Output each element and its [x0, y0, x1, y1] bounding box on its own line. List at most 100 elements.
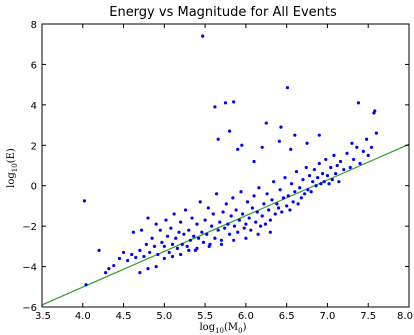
data-point: [223, 101, 228, 105]
data-point: [252, 159, 256, 164]
data-point: [179, 220, 183, 224]
data-point: [305, 141, 309, 145]
data-point: [104, 271, 108, 275]
data-point: [107, 266, 111, 271]
data-point: [142, 254, 146, 259]
plot-area-frame: [41, 23, 410, 308]
data-point: [180, 242, 184, 246]
chart-title: Energy vs Magnitude for All Events: [109, 5, 337, 20]
data-point: [167, 250, 171, 255]
data-point: [303, 192, 307, 196]
data-point: [126, 258, 130, 263]
x-tick-label: 7.5: [360, 311, 376, 322]
data-point: [227, 232, 232, 236]
data-point: [158, 228, 162, 232]
data-point: [325, 174, 330, 178]
data-point: [258, 224, 263, 228]
y-tick-label: −6: [22, 303, 37, 314]
data-point: [306, 188, 310, 192]
y-tick-label: −4: [22, 263, 37, 274]
data-point: [144, 242, 148, 246]
x-tick-label: 5.5: [197, 311, 213, 322]
data-point: [231, 196, 235, 200]
data-point: [268, 230, 272, 234]
data-point: [338, 159, 343, 164]
data-point: [289, 182, 294, 186]
data-point: [307, 174, 312, 178]
data-point: [301, 178, 305, 182]
data-point: [316, 176, 320, 180]
data-point: [154, 264, 158, 269]
data-point: [198, 200, 202, 204]
data-point: [131, 230, 135, 234]
data-point: [226, 222, 230, 226]
data-point: [188, 238, 193, 242]
data-point: [169, 226, 173, 230]
data-point: [190, 216, 194, 220]
data-point: [245, 200, 250, 204]
data-point: [210, 224, 214, 228]
data-point: [288, 208, 292, 212]
data-point: [293, 190, 297, 194]
data-point: [298, 186, 302, 190]
data-point: [236, 230, 240, 234]
data-point: [324, 157, 328, 162]
data-point: [216, 228, 220, 232]
data-point: [172, 212, 176, 216]
data-point: [211, 212, 215, 216]
data-point: [294, 169, 299, 174]
data-point: [257, 186, 261, 190]
data-point: [239, 190, 243, 194]
data-point: [256, 232, 260, 236]
data-point: [160, 240, 164, 244]
data-point: [175, 246, 179, 250]
y-tick-label: 0: [31, 182, 37, 193]
data-point: [281, 196, 286, 200]
data-point: [255, 210, 259, 214]
data-point: [192, 234, 196, 238]
data-point: [337, 180, 341, 184]
data-point: [330, 178, 334, 182]
data-point: [214, 192, 219, 196]
data-point: [152, 244, 157, 248]
data-point: [356, 101, 361, 105]
data-point: [240, 143, 244, 147]
data-point: [276, 206, 281, 210]
data-point: [265, 192, 269, 196]
data-point: [283, 176, 287, 180]
data-point: [203, 218, 207, 222]
data-point: [319, 182, 323, 186]
data-point: [317, 133, 321, 137]
data-point: [242, 226, 246, 230]
x-tick-label: 5.0: [156, 311, 172, 322]
data-point: [162, 256, 166, 261]
data-point: [273, 212, 277, 216]
data-point: [201, 240, 206, 244]
data-point: [348, 165, 352, 170]
y-axis-label: log10(E): [6, 148, 19, 188]
data-point: [234, 208, 238, 212]
data-point: [247, 216, 251, 220]
points-layer: [82, 34, 378, 287]
data-point: [320, 171, 325, 176]
data-point: [165, 234, 170, 238]
data-point: [263, 222, 268, 226]
data-point: [278, 188, 282, 192]
data-point: [146, 266, 150, 271]
data-point: [156, 252, 160, 257]
data-point: [213, 236, 217, 240]
y-tick-label: −2: [22, 222, 37, 233]
data-point: [162, 244, 166, 248]
data-point: [224, 202, 228, 206]
fit-line-layer: [41, 143, 410, 306]
data-point: [139, 228, 144, 232]
data-point: [223, 226, 227, 230]
data-point: [177, 230, 181, 234]
data-point: [221, 210, 225, 214]
x-axis-ticks: 3.5 4.0 4.5 5.0 5.5 6.0 6.5 7.0 7.5 8.0: [35, 24, 413, 322]
data-point: [200, 230, 204, 234]
data-point: [275, 202, 279, 206]
data-point: [270, 198, 274, 202]
data-point: [277, 139, 281, 143]
x-tick-label: 4.5: [116, 311, 132, 322]
